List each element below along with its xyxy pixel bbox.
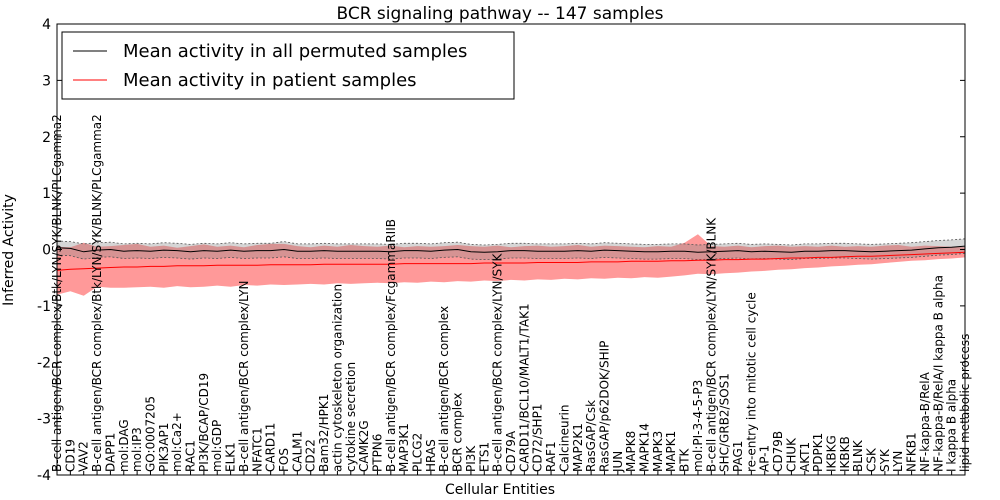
category-label: PI3K/BCAP/CD19 [197,373,211,472]
y-axis-label: Inferred Activity [1,194,17,306]
category-label: MAPK3 [651,431,665,472]
category-label: NFATC1 [250,427,264,472]
y-tick-label: 1 [42,186,51,202]
category-label: I kappa B alpha [945,379,959,472]
category-label: VAV2 [77,441,91,472]
category-label: SYK [878,448,892,472]
permuted-band-lower-edge [56,253,966,261]
category-label: RasGAP/Csk [584,400,598,472]
category-label: CAMK2G [357,420,371,472]
category-label: PDPK1 [811,433,825,472]
category-label: B-cell antigen/BCR complex/LYN/SYK [491,252,505,472]
category-label: B-cell antigen/BCR complex/LYN/SYK/BLNK [704,217,718,472]
category-label: Calcineurin [557,405,571,472]
category-label: RAF1 [544,441,558,472]
category-label: PIK3AP1 [157,423,171,472]
category-label: PI3K [464,445,478,472]
legend-box [61,31,515,100]
y-tick-label: -2 [37,355,51,371]
category-label: CSK [865,447,879,472]
category-label: GO:0007205 [143,396,157,472]
category-label: MAP3K1 [397,423,411,472]
category-label: MAPK1 [664,431,678,472]
category-label: B-cell antigen/BCR complex/LYN [237,280,251,472]
y-tick-label: 0 [42,243,51,259]
patient-mean-line [56,251,966,271]
y-tick-label: 2 [42,130,51,146]
category-label: HRAS [424,439,438,472]
category-label: CD19 [63,439,77,472]
category-label: FOS [277,448,291,472]
category-label: PAG1 [731,441,745,472]
category-label: AP-1 [758,445,772,472]
category-label: AKT1 [798,442,812,472]
category-label: ELK1 [224,442,238,472]
category-label: CARD11/BCL10/MALT1/TAK1 [517,303,531,472]
category-label: mol:GDP [210,420,224,472]
category-label: MAPK14 [638,423,652,472]
category-label: Bam32/HPK1 [317,394,331,472]
category-label: CD79A [504,430,518,472]
category-label: LYN [891,451,905,472]
category-label: mol:IP3 [130,427,144,472]
category-label: ETS1 [477,442,491,472]
legend-label: Mean activity in patient samples [123,70,417,91]
y-tick-label: 4 [42,17,51,33]
y-tick-label: 3 [42,73,51,89]
y-tick-label: -3 [37,412,51,428]
category-label: PLCG2 [411,433,425,472]
y-tick-label: -1 [37,299,51,315]
category-label: B-cell antigen/BCR complex/Btk/LYN/SYK/B… [90,114,104,472]
category-label: B-cell antigen/BCR complex [437,306,451,472]
permuted-confidence-band [57,238,965,260]
category-label: IKBKG [824,435,838,472]
x-axis-label: Cellular Entities [445,482,555,498]
category-label: mol:Ca2+ [170,412,184,472]
category-label: CD22 [304,439,318,472]
category-label: re-entry into mitotic cell cycle [744,292,758,472]
category-label: SHC/GRB2/SOS1 [718,373,732,472]
legend-label: Mean activity in all permuted samples [123,41,467,62]
category-label: RasGAP/p62DOK/SHIP [597,341,611,472]
category-label: NF-kappa-B/RelA [918,371,932,472]
y-tick-label: -4 [37,468,51,484]
category-label: B-cell antigen/BCR complex/FcgammaRIIB [384,219,398,472]
category-label: BTK [678,447,692,472]
category-label: MAP2K1 [571,423,585,472]
category-label: cytokine secretion [344,362,358,472]
category-label: mol:DAG [117,419,131,472]
category-label: mol:PI-3-4-5-P3 [691,380,705,472]
plot-area: B-cell antigen/BCR complex/Btk/LYN/SYK/B… [37,17,972,484]
permuted-mean-line [56,245,966,253]
category-label: IKBKB [838,436,852,472]
category-label: PTPN6 [370,434,384,472]
category-label: CALM1 [290,431,304,472]
legend: Mean activity in all permuted samples Mea… [61,31,515,100]
category-label: CARD11 [264,423,278,472]
category-label: NF-kappa-B/RelA/I kappa B alpha [931,275,945,472]
category-label: BLNK [851,439,865,472]
category-label: CHUK [784,437,798,472]
category-label: JUN [611,451,625,473]
category-label: MAPK8 [624,431,638,472]
category-label: DAPP1 [103,433,117,472]
category-label: NFKB1 [905,432,919,472]
category-label: actin cytoskeleton organization [330,284,344,472]
category-label: BCR complex [451,393,465,472]
category-label: RAC1 [184,440,198,472]
category-label: CD79B [771,431,785,472]
chart-title: BCR signaling pathway -- 147 samples [336,4,663,24]
category-label: CD72/SHP1 [531,404,545,472]
